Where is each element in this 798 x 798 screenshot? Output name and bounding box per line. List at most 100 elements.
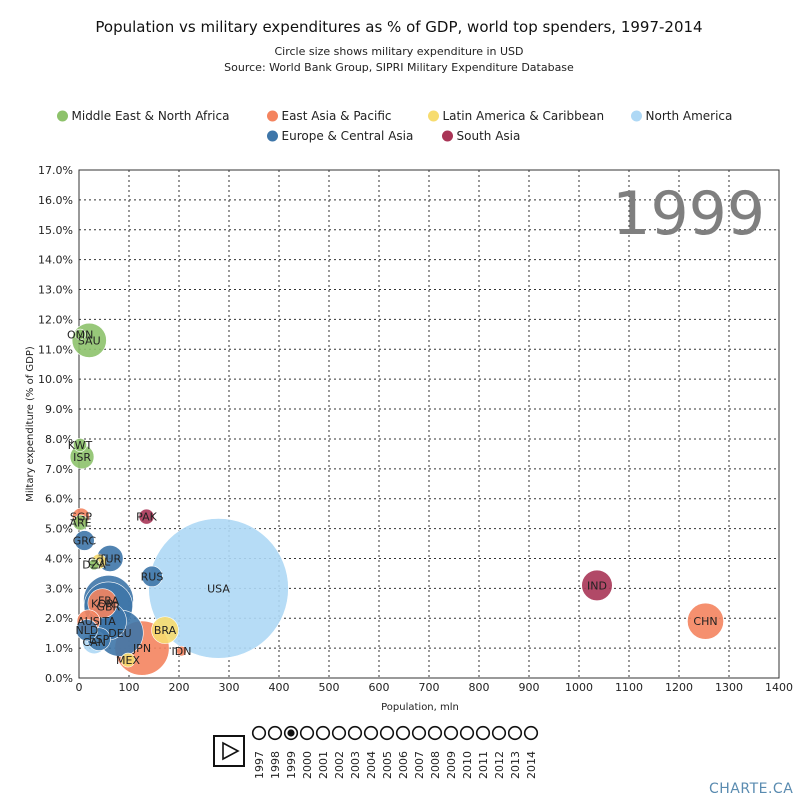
x-tick-label: 800 [469, 681, 490, 694]
legend-marker-1 [267, 110, 278, 122]
y-tick-label: 16.0% [38, 194, 73, 207]
bubble-nld[interactable] [75, 619, 98, 642]
x-tick-label: 700 [419, 681, 440, 694]
timeline-year-2006[interactable]: 2006 [397, 751, 410, 779]
bubble-mex[interactable] [120, 652, 136, 668]
bubble-kor[interactable] [87, 588, 118, 619]
bubble-label-idn: IDN [172, 645, 192, 658]
bubble-label-isr: ISR [73, 451, 91, 464]
bubble-label-sgp: SGP [70, 511, 93, 524]
x-tick-label: 200 [169, 681, 190, 694]
timeline-year-2007[interactable]: 2007 [413, 751, 426, 779]
legend-label-5: South Asia [457, 129, 521, 143]
bubble-label-jpn: JPN [132, 642, 151, 655]
bubble-rus[interactable] [141, 565, 163, 588]
bubble-label-rus: RUS [141, 570, 164, 583]
timeline-year-2012[interactable]: 2012 [493, 751, 506, 779]
timeline-year-2010[interactable]: 2010 [461, 751, 474, 779]
y-tick-label: 6.0% [45, 493, 73, 506]
y-tick-label: 14.0% [38, 254, 73, 267]
x-tick-label: 500 [319, 681, 340, 694]
x-tick-label: 600 [369, 681, 390, 694]
timeline-year-1997[interactable]: 1997 [253, 751, 266, 779]
bubble-pak[interactable] [138, 508, 155, 525]
bubble-label-can: CAN [82, 636, 105, 649]
bubble-dza[interactable] [88, 558, 100, 571]
timeline-year-1999[interactable]: 1999 [285, 751, 298, 779]
timeline-year-2008[interactable]: 2008 [429, 751, 442, 779]
bubble-kwt[interactable] [73, 437, 87, 452]
bubble-usa[interactable] [148, 518, 289, 659]
x-tick-label: 900 [519, 681, 540, 694]
timeline-year-1998[interactable]: 1998 [269, 751, 282, 779]
timeline-dot-2005[interactable] [379, 725, 395, 741]
bubble-grc[interactable] [74, 530, 95, 551]
timeline-dot-2001[interactable] [315, 725, 331, 741]
y-tick-label: 0.0% [45, 672, 73, 685]
plot-frame [78, 169, 780, 679]
timeline-dot-2012[interactable] [491, 725, 507, 741]
bubble-ind[interactable] [581, 569, 613, 601]
timeline-dot-1997[interactable] [251, 725, 267, 741]
bubble-label-sau: SAU [78, 334, 101, 347]
bubble-omn[interactable] [74, 328, 86, 340]
chart-subtitle-line-2: Source: World Bank Group, SIPRI Military… [224, 61, 574, 74]
x-tick-label: 400 [269, 681, 290, 694]
timeline-dot-2004[interactable] [363, 725, 379, 741]
timeline-year-2005[interactable]: 2005 [381, 751, 394, 779]
bubble-label-usa: USA [207, 582, 230, 595]
timeline-dot-2008[interactable] [427, 725, 443, 741]
bubble-label-mex: MEX [116, 654, 140, 667]
timeline-dot-2003[interactable] [347, 725, 363, 741]
bubble-bra[interactable] [151, 616, 179, 644]
y-tick-label: 15.0% [38, 224, 73, 237]
x-tick-label: 300 [219, 681, 240, 694]
timeline-dot-2000[interactable] [299, 725, 315, 741]
bubble-label-esp: ESP [89, 633, 110, 646]
legend-marker-3 [631, 110, 642, 122]
bubbles [69, 322, 724, 676]
bubble-label-kwt: KWT [68, 439, 93, 452]
y-tick-label: 17.0% [38, 164, 73, 177]
timeline-year-2002[interactable]: 2002 [333, 751, 346, 779]
timeline-dot-2014[interactable] [523, 725, 539, 741]
timeline-year-2009[interactable]: 2009 [445, 751, 458, 779]
timeline-year-2013[interactable]: 2013 [509, 751, 522, 779]
timeline-year-2014[interactable]: 2014 [525, 751, 538, 779]
timeline-year-2003[interactable]: 2003 [349, 751, 362, 779]
legend-label-2: Latin America & Caribbean [443, 109, 605, 123]
x-tick-labels: 0 100 200 300 400 500 600 700 800 900 1000 1100 1200… [76, 681, 794, 694]
bubble-label-fra: FRA [98, 594, 120, 607]
timeline-dot-2010[interactable] [459, 725, 475, 741]
bubble-label-col: COL [88, 555, 111, 568]
timeline-year-2001[interactable]: 2001 [317, 751, 330, 779]
play-button[interactable] [213, 735, 245, 767]
y-tick-label: 8.0% [45, 433, 73, 446]
bubble-chn[interactable] [687, 602, 724, 640]
y-axis-label: Miltary expenditure (% of GDP) [25, 346, 36, 502]
bubble-label-ind: IND [587, 579, 607, 592]
play-icon [222, 741, 240, 761]
y-tick-labels: 0.0% 1.0% 2.0% 3.0% 4.0% 5.0% 6.0% 7.0% 8.0% 9.0%… [38, 164, 73, 685]
y-tick-label: 1.0% [45, 642, 73, 655]
legend-marker-5 [442, 130, 453, 142]
legend-label-0: Middle East & North Africa [72, 109, 230, 123]
timeline-dot-2007[interactable] [411, 725, 427, 741]
timeline-dot-2002[interactable] [331, 725, 347, 741]
x-tick-label: 1100 [615, 681, 643, 694]
bubble-idn[interactable] [176, 645, 187, 657]
bubble-are[interactable] [72, 514, 89, 531]
timeline-dot-2013[interactable] [507, 725, 523, 741]
bubble-label-gbr: GBR [96, 600, 120, 613]
timeline-year-2000[interactable]: 2000 [301, 751, 314, 779]
bubble-label-pak: PAK [136, 511, 157, 524]
timeline-year-2004[interactable]: 2004 [365, 751, 378, 779]
timeline-year-2011[interactable]: 2011 [477, 751, 490, 779]
timeline-dot-2009[interactable] [443, 725, 459, 741]
y-tick-label: 3.0% [45, 582, 73, 595]
timeline-dot-1998[interactable] [267, 725, 283, 741]
timeline-dot-2006[interactable] [395, 725, 411, 741]
timeline-dot-2011[interactable] [475, 725, 491, 741]
y-tick-label: 4.0% [45, 552, 73, 565]
